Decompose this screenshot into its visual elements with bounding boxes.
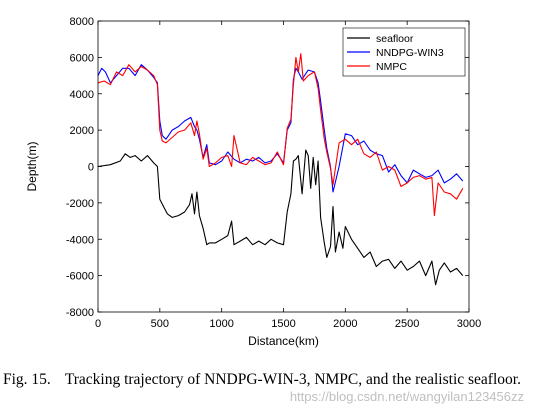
- y-tick-label: -6000: [66, 271, 94, 283]
- legend: seafloor NNDPG-WIN3 NMPC: [342, 27, 466, 77]
- series-line-seafloor: [97, 149, 464, 286]
- figure-caption-text: Tracking trajectory of NNDPG-WIN-3, NMPC…: [64, 371, 521, 388]
- y-tick-label: -4000: [66, 234, 94, 246]
- legend-label-nndpg: NNDPG-WIN3: [376, 47, 444, 59]
- y-axis-label: Depth(m): [25, 141, 39, 191]
- axis-ticks: 0 500 1000 1500 2000 2500 3000 -8000 -6000 -4000 -…: [66, 16, 481, 330]
- legend-label-seafloor: seafloor: [376, 33, 414, 45]
- y-tick-label: -2000: [66, 198, 94, 210]
- y-tick-label: 4000: [70, 89, 94, 101]
- figure-caption: Fig. 15. Tracking trajectory of NNDPG-WIN…: [3, 371, 531, 388]
- y-tick-label: 6000: [70, 52, 94, 64]
- watermark-url: https://blog.csdn.net/wangyilan123456zz: [289, 389, 524, 404]
- figure-caption-label: Fig. 15.: [3, 371, 51, 388]
- y-tick-label: -8000: [66, 307, 94, 319]
- x-tick-label: 0: [95, 318, 101, 330]
- x-tick-label: 2500: [395, 318, 419, 330]
- chart: 0 500 1000 1500 2000 2500 3000 -8000 -6000 -4000 -…: [25, 16, 481, 348]
- plot-lines: [97, 53, 464, 286]
- series-line-nmpc: [97, 53, 464, 217]
- x-tick-label: 1000: [209, 318, 233, 330]
- y-tick-label: 2000: [70, 125, 94, 137]
- series-line-nndpg-win3: [97, 64, 464, 193]
- x-tick-label: 2000: [333, 318, 357, 330]
- x-tick-label: 3000: [457, 318, 481, 330]
- x-tick-label: 500: [151, 318, 169, 330]
- y-tick-label: 0: [88, 162, 94, 174]
- y-tick-label: 8000: [70, 16, 94, 28]
- x-tick-label: 1500: [271, 318, 295, 330]
- legend-label-nmpc: NMPC: [376, 61, 407, 73]
- x-axis-label: Distance(km): [248, 334, 319, 348]
